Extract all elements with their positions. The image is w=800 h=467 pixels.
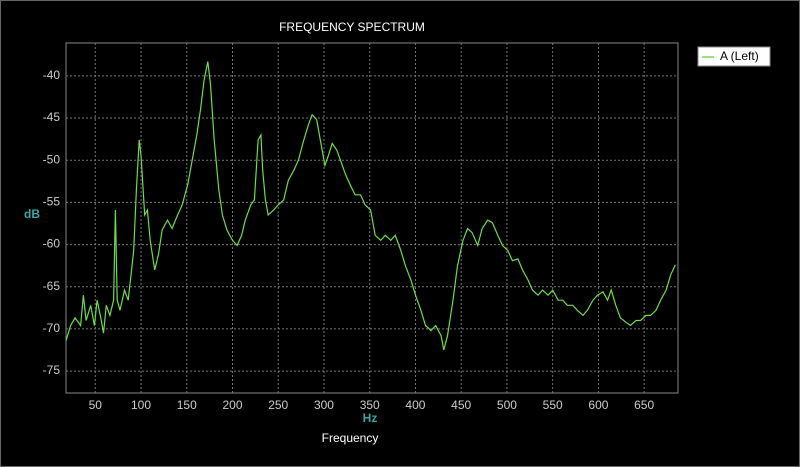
y-tick-label: -65 [43, 279, 61, 293]
chart-title: FREQUENCY SPECTRUM [279, 20, 425, 34]
legend-box [697, 46, 771, 67]
x-tick-label: 450 [451, 398, 471, 412]
x-tick-label: 350 [360, 398, 380, 412]
y-tick-label: -55 [43, 195, 61, 209]
y-tick-label: -40 [43, 68, 61, 82]
x-tick-label: 50 [89, 398, 103, 412]
x-tick-label: 500 [497, 398, 517, 412]
legend-label: A (Left) [720, 49, 759, 63]
x-tick-label: 400 [405, 398, 425, 412]
x-tick-label: 650 [634, 398, 654, 412]
spectrum-line [65, 61, 676, 351]
x-axis-sublabel: Frequency [322, 431, 379, 445]
x-tick-label: 100 [131, 398, 151, 412]
y-tick-label: -75 [43, 363, 61, 377]
x-tick-label: 550 [543, 398, 563, 412]
y-tick-label: -50 [43, 152, 61, 166]
x-tick-label: 150 [177, 398, 197, 412]
x-tick-label: 300 [314, 398, 334, 412]
y-axis-label: dB [24, 207, 40, 221]
x-tick-label: 600 [588, 398, 608, 412]
y-tick-label: -45 [43, 110, 61, 124]
x-axis-label: Hz [363, 411, 378, 425]
x-tick-label: 250 [268, 398, 288, 412]
x-tick-label: 200 [222, 398, 242, 412]
y-tick-label: -70 [43, 321, 61, 335]
y-tick-label: -60 [43, 237, 61, 251]
